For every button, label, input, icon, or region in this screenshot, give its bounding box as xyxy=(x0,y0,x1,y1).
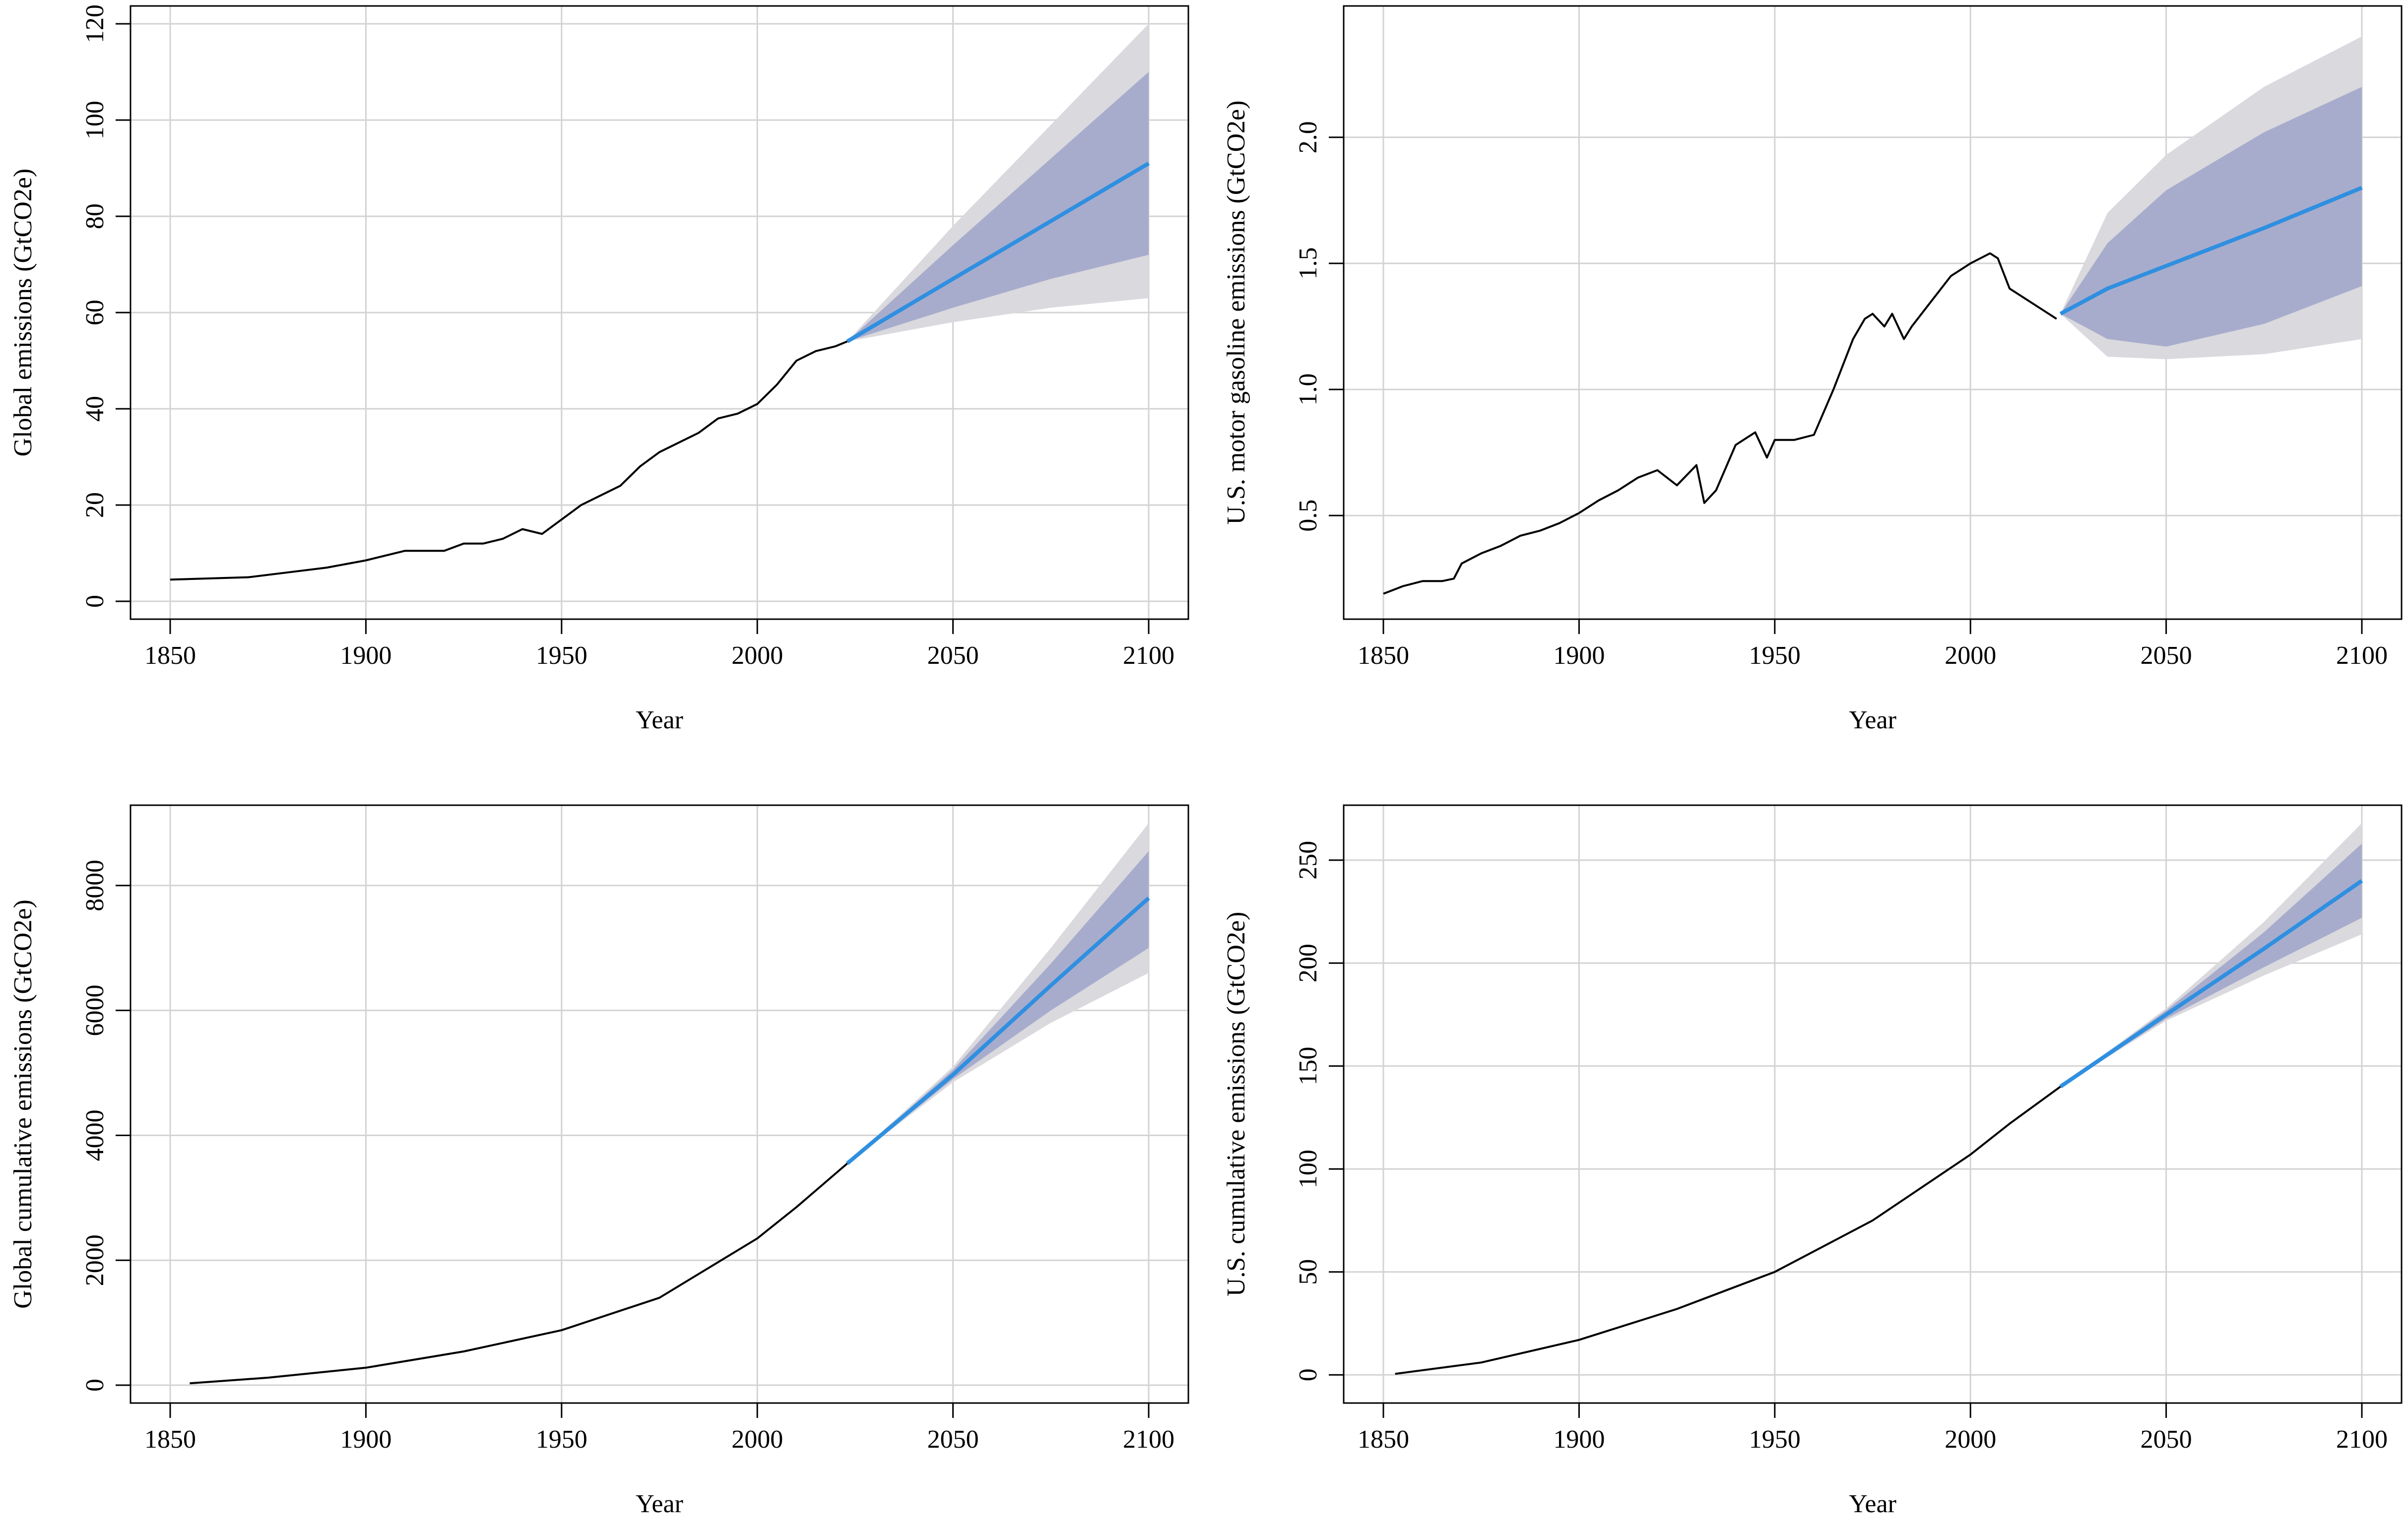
x-tick-label: 2000 xyxy=(731,641,783,670)
x-tick-label: 2100 xyxy=(1123,1425,1174,1454)
axis-ticks: 1850 1900 1950 2000 2050 2100 0.5 1.0 1.5 2.0 xyxy=(1294,121,2388,670)
y-tick-label: 50 xyxy=(1294,1259,1322,1285)
x-tick-label: 2100 xyxy=(1123,641,1174,670)
plot-frame xyxy=(1343,804,2403,1404)
x-tick-label: 1900 xyxy=(1553,1425,1605,1454)
x-tick-label: 2000 xyxy=(731,1425,783,1454)
grid xyxy=(130,805,1188,1403)
series-lines xyxy=(190,896,1150,1385)
x-axis-title: Year xyxy=(1849,1490,1896,1518)
x-tick-label: 2100 xyxy=(2336,641,2388,670)
x-tick-label: 1950 xyxy=(1749,641,1801,670)
forecast-median-line xyxy=(2059,186,2363,316)
x-tick-label: 1950 xyxy=(1749,1425,1801,1454)
y-tick-label: 1.0 xyxy=(1294,374,1322,406)
panel-us-gasoline-emissions: 1850 1900 1950 2000 2050 2100 0.5 1.0 1.5 2.0 Yea… xyxy=(1222,5,2403,734)
series-lines xyxy=(170,161,1150,581)
y-axis-title: U.S. motor gasoline emissions (GtCO2e) xyxy=(1222,100,1250,524)
y-axis-title: Global cumulative emissions (GtCO2e) xyxy=(9,899,37,1309)
x-tick-label: 1900 xyxy=(1553,641,1605,670)
outer-uncertainty-band xyxy=(847,823,1149,1164)
grid xyxy=(1344,805,2402,1403)
y-tick-label: 8000 xyxy=(81,860,109,911)
y-axis-title: Global emissions (GtCO2e) xyxy=(9,169,37,457)
grid xyxy=(130,6,1188,619)
inner-uncertainty-band xyxy=(2060,87,2362,347)
y-tick-label: 80 xyxy=(81,203,109,229)
y-tick-label: 6000 xyxy=(81,985,109,1036)
x-tick-label: 1850 xyxy=(144,1425,196,1454)
uncertainty-bands xyxy=(2060,823,2362,1087)
uncertainty-bands xyxy=(847,823,1149,1164)
series-lines xyxy=(1395,879,2363,1375)
uncertainty-bands xyxy=(2060,36,2362,359)
x-tick-label: 2050 xyxy=(2141,1425,2192,1454)
series-lines xyxy=(1383,186,2363,595)
panel-us-cumulative: 1850 1900 1950 2000 2050 2100050100150200250 … xyxy=(1222,804,2403,1518)
x-tick-label: 2050 xyxy=(927,1425,979,1454)
forecast-median-line xyxy=(846,896,1150,1165)
y-tick-label: 100 xyxy=(1294,1150,1322,1188)
inner-uncertainty-band xyxy=(847,72,1149,342)
y-axis-title: U.S. cumulative emissions (GtCO2e) xyxy=(1222,912,1250,1297)
y-tick-label: 4000 xyxy=(81,1109,109,1161)
y-tick-label: 150 xyxy=(1294,1047,1322,1086)
y-tick-label: 2.0 xyxy=(1294,121,1322,153)
history-line xyxy=(1383,252,2057,595)
outer-uncertainty-band xyxy=(2060,823,2362,1087)
x-tick-label: 2000 xyxy=(1945,641,1996,670)
y-tick-label: 20 xyxy=(81,492,109,518)
panel-global-cumulative: 1850 1900 1950 2000 2050 2100 0 2000 4000 6000 800… xyxy=(9,804,1189,1518)
y-tick-label: 1.5 xyxy=(1294,247,1322,279)
x-tick-label: 1950 xyxy=(536,641,587,670)
y-tick-label: 2000 xyxy=(81,1234,109,1286)
y-tick-label: 0.5 xyxy=(1294,500,1322,532)
x-tick-label: 1900 xyxy=(340,641,391,670)
x-tick-label: 1950 xyxy=(536,1425,587,1454)
x-tick-label: 1850 xyxy=(144,641,196,670)
x-tick-label: 2050 xyxy=(927,641,979,670)
y-tick-label: 200 xyxy=(1294,944,1322,982)
x-tick-label: 2100 xyxy=(2336,1425,2388,1454)
x-tick-label: 1850 xyxy=(1358,641,1409,670)
history-line xyxy=(190,1162,848,1385)
y-tick-label: 0 xyxy=(1294,1368,1322,1381)
y-tick-label: 250 xyxy=(1294,841,1322,880)
panel-global-emissions: 1850 1900 1950 2000 2050 2100020406080100120 … xyxy=(9,4,1189,734)
x-tick-label: 1900 xyxy=(340,1425,391,1454)
x-axis-title: Year xyxy=(636,1490,683,1518)
forecast-median-line xyxy=(2059,879,2363,1088)
y-tick-label: 60 xyxy=(81,300,109,325)
x-axis-title: Year xyxy=(1849,706,1896,734)
axis-ticks: 1850 1900 1950 2000 2050 2100 0 2000 4000 6000 800… xyxy=(81,860,1174,1454)
axis-ticks: 1850 1900 1950 2000 2050 2100 0 50 100 150 200 250 xyxy=(1294,841,2388,1454)
grid xyxy=(1344,6,2402,619)
x-axis-title: Year xyxy=(636,706,683,734)
x-tick-label: 2050 xyxy=(2141,641,2192,670)
forecast-median-line xyxy=(846,161,1150,343)
plot-frame xyxy=(1343,5,2403,620)
x-tick-label: 1850 xyxy=(1358,1425,1409,1454)
plot-frame xyxy=(130,804,1189,1404)
y-tick-label: 0 xyxy=(81,595,109,608)
history-line xyxy=(1395,1086,2061,1375)
y-tick-label: 100 xyxy=(81,101,109,139)
uncertainty-bands xyxy=(847,24,1149,342)
axis-ticks: 1850 1900 1950 2000 2050 2100 0 20 40 60 80 100 120 xyxy=(81,4,1174,670)
y-tick-label: 0 xyxy=(81,1379,109,1392)
history-line xyxy=(170,340,848,581)
y-tick-label: 120 xyxy=(81,4,109,43)
x-tick-label: 2000 xyxy=(1945,1425,1996,1454)
y-tick-label: 40 xyxy=(81,396,109,422)
